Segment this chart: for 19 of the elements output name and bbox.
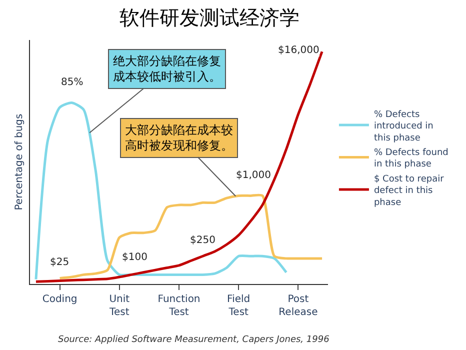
- annotation: $16,000: [278, 45, 320, 56]
- x-tick-label: Post Release: [278, 294, 318, 318]
- legend-label: $ Cost to repair defect in this phase: [374, 174, 444, 208]
- annotation: 85%: [61, 77, 84, 88]
- x-tick-label: Coding: [42, 294, 78, 305]
- annotation: 绝大部分缺陷在修复成本较低时被引入。: [113, 54, 221, 84]
- y-axis-title: Percentage of bugs: [14, 114, 25, 210]
- x-tick-label: Unit Test: [108, 294, 130, 318]
- annotation: 大部分缺陷在成本较高时被发现和修复。: [125, 123, 233, 153]
- annotation: $250: [190, 235, 216, 246]
- legend-label: % Defects introduced in this phase: [374, 110, 434, 144]
- x-tick-label: Function Test: [158, 294, 200, 318]
- annotation: $100: [122, 252, 148, 263]
- annotation: $1,000: [236, 170, 271, 181]
- legend-label: % Defects found in this phase: [374, 148, 448, 170]
- annotation: $25: [50, 257, 70, 268]
- chart-title: 软件研发测试经济学: [120, 6, 300, 30]
- source-note: Source: Applied Software Measurement, Capers Jones, 1996: [58, 335, 330, 345]
- x-tick-label: Field Test: [227, 294, 250, 318]
